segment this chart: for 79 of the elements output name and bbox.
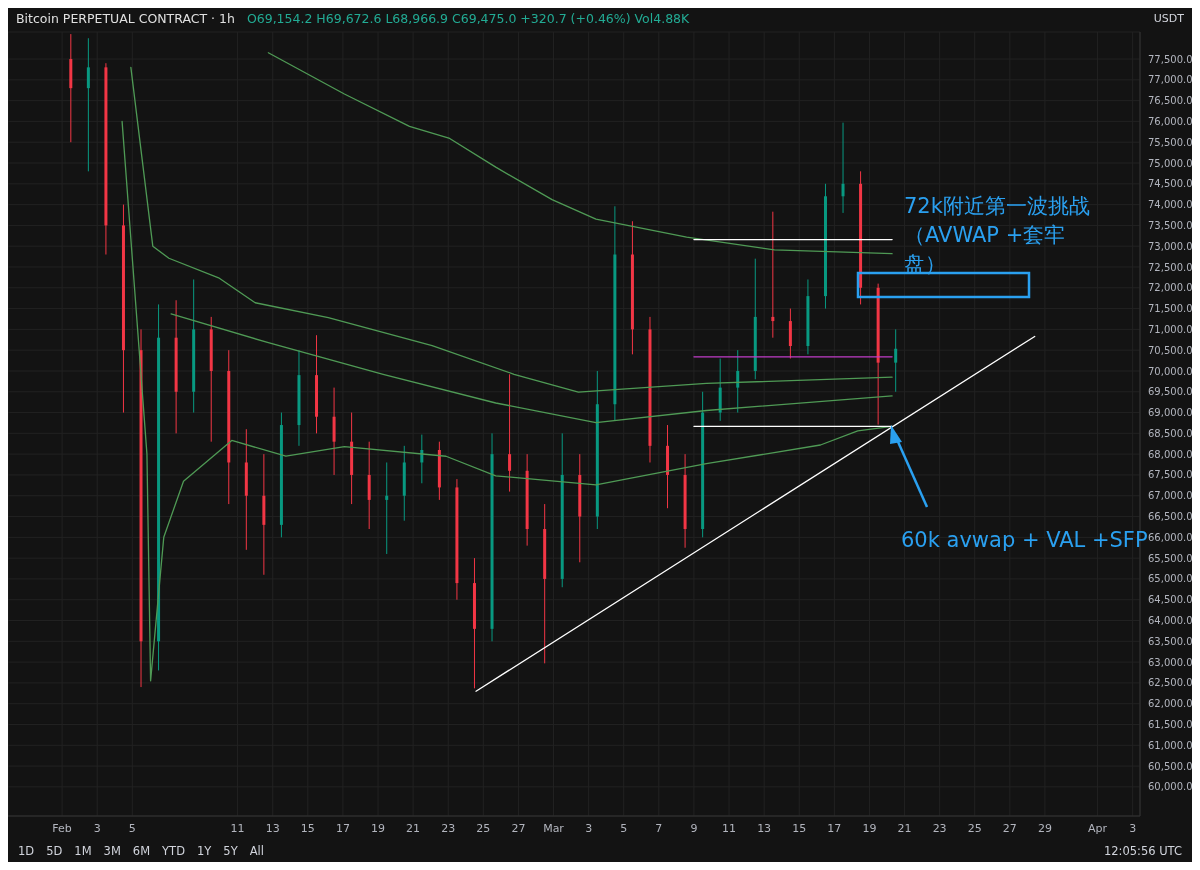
x-tick-label: 13 xyxy=(757,821,772,835)
y-tick-label: 71,000.0 xyxy=(1148,323,1193,335)
y-tick-label: 67,500.0 xyxy=(1148,469,1193,481)
x-tick-label: 21 xyxy=(406,821,421,835)
y-tick-label: 63,500.0 xyxy=(1148,635,1193,647)
y-tick-label: 69,000.0 xyxy=(1148,407,1193,419)
x-tick-label: 15 xyxy=(300,821,315,835)
y-tick-label: 64,000.0 xyxy=(1148,615,1193,627)
text: 5D xyxy=(46,844,63,858)
x-tick-label: 5 xyxy=(128,821,136,835)
x-tick-label: 15 xyxy=(792,821,807,835)
y-tick-label: 65,500.0 xyxy=(1148,552,1193,564)
x-tick-label: 23 xyxy=(441,821,456,835)
y-axis-title: USDT xyxy=(1153,11,1184,25)
text: 5Y xyxy=(223,844,238,858)
x-tick-label: 21 xyxy=(897,821,912,835)
y-tick-label: 73,000.0 xyxy=(1148,240,1193,252)
x-tick-label: 5 xyxy=(620,821,628,835)
y-tick-label: 75,000.0 xyxy=(1148,157,1193,169)
x-tick-label: 17 xyxy=(335,821,350,835)
chart-subtitle: O69,154.2 H69,672.6 L68,966.9 C69,475.0 +320.7 (+0.46%) Vol4.88K xyxy=(246,10,690,26)
x-tick-label: 3 xyxy=(1129,821,1137,835)
x-tick-label: Apr xyxy=(1088,821,1108,835)
y-tick-label: 68,000.0 xyxy=(1148,448,1193,460)
y-tick-label: 66,000.0 xyxy=(1148,531,1193,543)
y-tick-label: 61,000.0 xyxy=(1148,739,1193,751)
text: 1M xyxy=(74,844,92,858)
x-tick-label: 17 xyxy=(827,821,842,835)
y-tick-label: 68,500.0 xyxy=(1148,427,1193,439)
x-tick-label: Mar xyxy=(543,821,565,835)
x-tick-label: 7 xyxy=(655,821,663,835)
y-tick-label: 70,000.0 xyxy=(1148,365,1193,377)
x-tick-label: 19 xyxy=(862,821,877,835)
x-tick-label: 23 xyxy=(932,821,947,835)
y-tick-label: 62,500.0 xyxy=(1148,677,1193,689)
x-tick-label: 29 xyxy=(1037,821,1052,835)
text: 1D xyxy=(18,844,35,858)
text: 3M xyxy=(103,844,121,858)
x-tick-label: 19 xyxy=(371,821,386,835)
x-tick-label: 11 xyxy=(722,821,737,835)
y-tick-label: 77,500.0 xyxy=(1148,53,1193,65)
x-tick-label: 3 xyxy=(93,821,101,835)
chart-title: Bitcoin PERPETUAL CONTRACT · 1h xyxy=(16,10,235,26)
y-tick-label: 75,500.0 xyxy=(1148,136,1193,148)
y-tick-label: 67,000.0 xyxy=(1148,490,1193,502)
y-tick-label: 60,000.0 xyxy=(1148,781,1193,793)
y-tick-label: 65,000.0 xyxy=(1148,573,1193,585)
y-tick-label: 60,500.0 xyxy=(1148,760,1193,772)
x-tick-label: 27 xyxy=(1002,821,1017,835)
y-tick-label: 61,500.0 xyxy=(1148,719,1193,731)
y-tick-label: 76,500.0 xyxy=(1148,95,1193,107)
y-tick-label: 74,000.0 xyxy=(1148,199,1193,211)
y-tick-label: 73,500.0 xyxy=(1148,219,1193,231)
y-tick-label: 62,000.0 xyxy=(1148,698,1193,710)
text: 6M xyxy=(132,844,151,858)
text: All xyxy=(249,844,264,858)
y-tick-label: 70,500.0 xyxy=(1148,344,1193,356)
y-tick-label: 72,500.0 xyxy=(1148,261,1193,273)
y-tick-label: 71,500.0 xyxy=(1148,303,1193,315)
text: 1Y xyxy=(197,844,212,858)
y-tick-label: 74,500.0 xyxy=(1148,178,1193,190)
x-tick-label: 9 xyxy=(690,821,698,835)
x-tick-label: 3 xyxy=(585,821,593,835)
y-tick-label: 76,000.0 xyxy=(1148,115,1193,127)
y-tick-label: 72,000.0 xyxy=(1148,282,1193,294)
x-tick-label: 13 xyxy=(265,821,280,835)
text: YTD xyxy=(162,844,185,858)
y-tick-label: 63,000.0 xyxy=(1148,656,1193,668)
text: 12:05:56 UTC xyxy=(1103,844,1182,858)
x-tick-label: 11 xyxy=(230,821,245,835)
x-tick-label: 27 xyxy=(511,821,526,835)
y-tick-label: 77,000.0 xyxy=(1148,74,1193,86)
x-tick-label: 25 xyxy=(476,821,491,835)
y-tick-label: 64,500.0 xyxy=(1148,594,1193,606)
x-tick-label: 25 xyxy=(967,821,982,835)
annotation: 60k avwap + VAL +SFP xyxy=(901,528,1148,552)
y-tick-label: 69,500.0 xyxy=(1148,386,1193,398)
x-tick-label: Feb xyxy=(52,821,72,835)
y-tick-label: 66,500.0 xyxy=(1148,511,1193,523)
